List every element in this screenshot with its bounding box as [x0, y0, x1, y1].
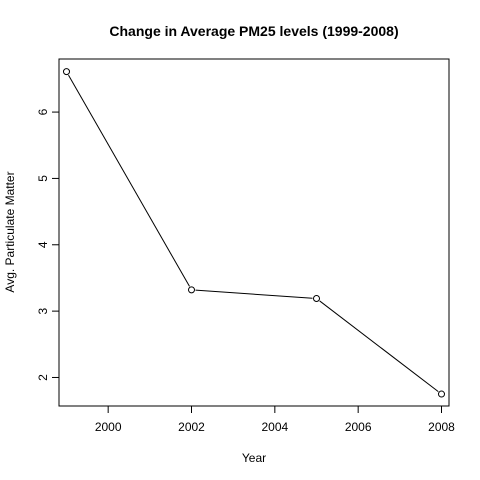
series-line-segment [319, 300, 439, 393]
y-axis-label: Avg. Particulate Matter [3, 171, 17, 292]
y-axis: 2 3 4 5 6 [36, 108, 60, 381]
x-tick-label: 2006 [345, 420, 372, 434]
x-tick-label: 2000 [95, 420, 122, 434]
data-point [188, 286, 195, 294]
x-axis: 2000 2002 2004 2006 2008 [95, 405, 455, 434]
chart-title: Change in Average PM25 levels (1999-2008… [109, 23, 398, 39]
series-line-segment [68, 74, 190, 287]
x-tick-label: 2008 [428, 420, 455, 434]
data-point [313, 295, 320, 303]
series-line-segment [195, 289, 313, 299]
data-point [63, 68, 70, 76]
data-point [438, 390, 445, 398]
plot-frame [58, 58, 450, 407]
y-tick-label: 6 [36, 108, 50, 115]
x-tick-label: 2004 [261, 420, 288, 434]
data-series [63, 68, 445, 398]
y-tick-label: 5 [36, 175, 50, 182]
y-tick-label: 4 [36, 241, 50, 248]
y-tick-label: 3 [36, 307, 50, 314]
y-tick-label: 2 [36, 374, 50, 381]
x-axis-label: Year [242, 451, 266, 465]
x-tick-label: 2002 [178, 420, 205, 434]
